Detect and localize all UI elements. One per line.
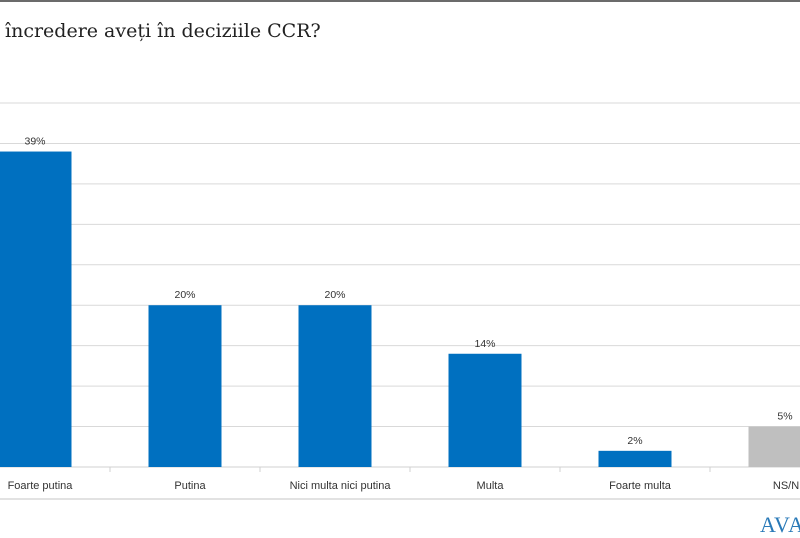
data-label: 20% — [174, 289, 195, 301]
data-label: 14% — [474, 338, 495, 350]
category-label: Foarte putina — [8, 480, 74, 492]
data-label: 39% — [24, 136, 45, 148]
brand-logo: AVAN — [760, 512, 800, 538]
bar — [749, 427, 800, 467]
category-label: Foarte multa — [609, 480, 672, 492]
data-label: 2% — [627, 435, 642, 447]
bar — [0, 152, 72, 467]
bar — [449, 354, 522, 467]
category-label: Multa — [477, 480, 505, 492]
bar — [149, 305, 222, 467]
data-label: 20% — [324, 289, 345, 301]
data-label: 5% — [777, 411, 792, 423]
category-label: Nici multa nici putina — [290, 480, 392, 492]
category-label: Putina — [174, 480, 206, 492]
category-label: NS/NR — [773, 480, 800, 492]
bar — [599, 451, 672, 467]
bar — [299, 305, 372, 467]
